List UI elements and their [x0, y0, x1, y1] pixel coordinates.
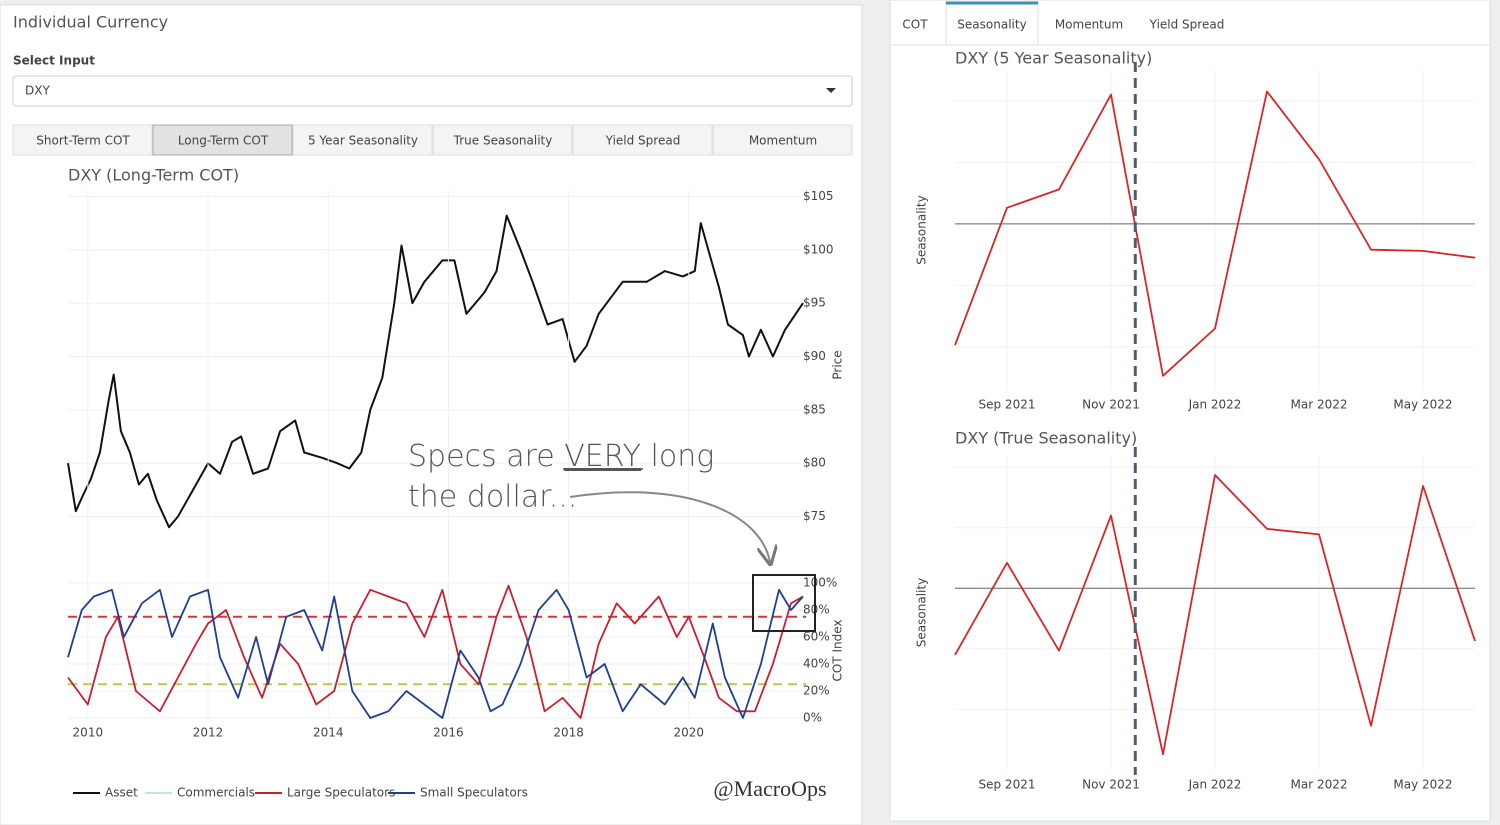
- y-tick-label: 20%: [803, 684, 830, 698]
- x-tick-label: Mar 2022: [1291, 778, 1348, 792]
- series-line: [954, 90, 1476, 377]
- select-box[interactable]: [12, 75, 853, 107]
- x-tick-label: Sep 2021: [979, 778, 1036, 792]
- x-tick-label: 2012: [193, 726, 224, 740]
- right-panel: [889, 0, 1491, 822]
- y-axis-title: Seasonality: [915, 578, 929, 647]
- active-tab[interactable]: [945, 1, 1039, 46]
- tab-bar: Short-Term COT Long-Term COT 5 Year Season…: [12, 124, 853, 156]
- plots: DXY (Long-Term COT) Price $75 $80 $85 $90 $95 $…: [67, 49, 1476, 800]
- annotation-emphasis: VERY: [564, 439, 641, 474]
- tab[interactable]: [292, 124, 433, 156]
- x-tick-label: 2010: [73, 726, 104, 740]
- y-tick-label: 80%: [803, 603, 830, 617]
- tab-label[interactable]: Seasonality: [957, 18, 1026, 32]
- tab[interactable]: [432, 124, 573, 156]
- y-tick-label: 60%: [803, 630, 830, 644]
- y-tick-label: $105: [803, 189, 834, 203]
- right-tab-bar: COT Seasonality Momentum Yield Spread: [902, 1, 1225, 46]
- x-tick-label: Mar 2022: [1291, 398, 1348, 412]
- x-tick-label: May 2022: [1393, 398, 1452, 412]
- y-tick-label: 40%: [803, 657, 830, 671]
- x-tick-label: 2016: [433, 726, 464, 740]
- y-tick-label: $90: [803, 349, 826, 363]
- x-tick-label: May 2022: [1393, 778, 1452, 792]
- panel-title: Individual Currency: [13, 13, 168, 32]
- legend-label[interactable]: Commercials: [177, 786, 255, 800]
- y-tick-label: $100: [803, 242, 834, 256]
- y-tick-label: $75: [803, 509, 826, 523]
- tab-label[interactable]: 5 Year Seasonality: [308, 134, 418, 148]
- x-tick-label: Nov 2021: [1082, 398, 1140, 412]
- annotation-part: long: [651, 439, 715, 474]
- annotation-text: Specs are VERY long: [408, 439, 714, 474]
- tab[interactable]: [152, 124, 293, 156]
- tab-label[interactable]: Momentum: [1055, 18, 1123, 32]
- y-tick-label: 0%: [803, 711, 822, 725]
- tab[interactable]: [572, 124, 713, 156]
- watermark: @MacroOps: [713, 776, 826, 801]
- y-tick-label: $85: [803, 402, 826, 416]
- tab[interactable]: [712, 124, 853, 156]
- x-tick-label: 2018: [553, 726, 584, 740]
- legend-label[interactable]: Large Speculators: [287, 786, 395, 800]
- tab[interactable]: [12, 124, 153, 156]
- annotation-text: the dollar...: [408, 480, 577, 515]
- annotation-part: Specs are: [408, 439, 555, 474]
- tab-label[interactable]: Long-Term COT: [178, 134, 269, 148]
- x-tick-label: Sep 2021: [979, 398, 1036, 412]
- y-tick-label: $80: [803, 456, 826, 470]
- chart-title: DXY (Long-Term COT): [68, 166, 239, 185]
- tab-label[interactable]: True Seasonality: [453, 134, 553, 148]
- tab-label[interactable]: Yield Spread: [605, 134, 681, 148]
- select-label: Select Input: [13, 54, 95, 68]
- x-tick-label: Nov 2021: [1082, 778, 1140, 792]
- legend-label[interactable]: Small Speculators: [420, 786, 528, 800]
- y-axis-title: Seasonality: [915, 195, 929, 264]
- y-axis-title: COT Index: [831, 619, 845, 681]
- y-tick-label: 100%: [803, 576, 837, 590]
- series-line: [67, 214, 804, 529]
- y-tick-label: $95: [803, 296, 826, 310]
- series-line: [67, 588, 804, 719]
- chart-title: DXY (5 Year Seasonality): [955, 49, 1152, 68]
- annotation: Specs are VERY long the dollar...: [408, 439, 816, 632]
- x-tick-label: Jan 2022: [1188, 778, 1242, 792]
- annotation-arrow: [569, 491, 770, 562]
- highlight-box: [752, 574, 816, 632]
- chart-title: DXY (True Seasonality): [955, 429, 1137, 448]
- tab-label[interactable]: COT: [902, 18, 928, 32]
- select-input[interactable]: DXY: [12, 75, 853, 107]
- select-value[interactable]: DXY: [25, 84, 50, 98]
- x-tick-label: 2014: [313, 726, 344, 740]
- tab-label[interactable]: Momentum: [749, 134, 817, 148]
- legend-label[interactable]: Asset: [105, 786, 138, 800]
- series-line: [954, 474, 1476, 756]
- y-axis-title: Price: [831, 350, 845, 379]
- dropdown-arrow[interactable]: [826, 88, 836, 93]
- tab-label[interactable]: Yield Spread: [1149, 18, 1225, 32]
- tab-label[interactable]: Short-Term COT: [36, 134, 130, 148]
- x-tick-label: Jan 2022: [1188, 398, 1242, 412]
- x-tick-label: 2020: [674, 726, 705, 740]
- series-line: [67, 584, 804, 719]
